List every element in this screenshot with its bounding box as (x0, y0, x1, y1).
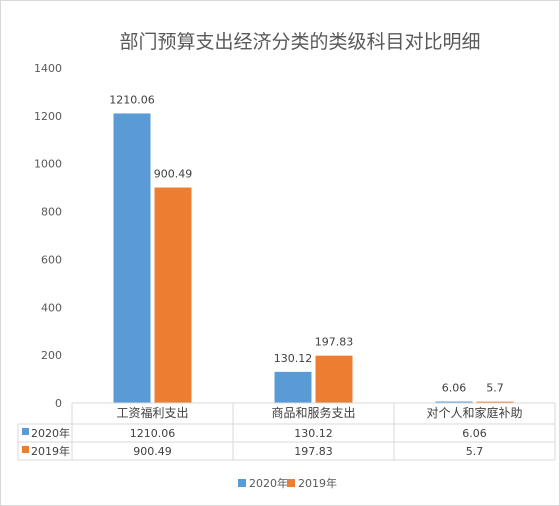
legend-key (287, 479, 295, 487)
data-label: 5.7 (486, 382, 504, 395)
bar (154, 187, 192, 403)
y-tick-label: 1200 (34, 110, 62, 123)
category-label: 商品和服务支出 (271, 405, 355, 420)
data-label: 1210.06 (109, 93, 155, 106)
category-label: 对个人和家庭补助 (426, 405, 522, 420)
y-tick-label: 1400 (34, 62, 62, 75)
y-tick-label: 400 (41, 301, 62, 314)
category-label: 工资福利支出 (116, 405, 188, 420)
data-label: 197.83 (315, 336, 354, 349)
table-series-name: 2020年 (31, 426, 70, 440)
table-cell: 197.83 (294, 445, 333, 458)
data-label: 6.06 (442, 382, 467, 395)
y-axis: 0 200 400 600 800 1000 1200 1400 (34, 62, 62, 410)
table-series-name: 2019年 (31, 444, 70, 458)
data-label: 130.12 (274, 352, 313, 365)
table-cell: 6.06 (462, 427, 487, 440)
legend: 2020年 2019年 (238, 476, 337, 490)
legend-label: 2019年 (298, 476, 337, 490)
table-cell: 900.49 (133, 445, 172, 458)
table-legend-key (22, 428, 29, 435)
bar-group: 1210.06 130.12 6.06 900.49 197.83 5.7 (109, 93, 514, 404)
y-tick-label: 600 (41, 253, 62, 266)
table-cell: 1210.06 (130, 427, 176, 440)
table-cell: 5.7 (466, 445, 484, 458)
y-tick-label: 200 (41, 349, 62, 362)
legend-key (238, 479, 246, 487)
chart-title: 部门预算支出经济分类的类级科目对比明细 (119, 31, 480, 53)
bar (274, 371, 312, 403)
data-table: 工资福利支出 商品和服务支出 对个人和家庭补助 2020年 1210.06 130.12 6… (17, 402, 556, 461)
data-label: 900.49 (154, 168, 193, 181)
table-legend-key (22, 446, 29, 453)
bar (315, 355, 353, 403)
bar (113, 113, 151, 404)
table-cell: 130.12 (294, 427, 333, 440)
y-tick-label: 1000 (34, 158, 62, 171)
bar (435, 401, 473, 403)
y-tick-label: 0 (55, 397, 62, 410)
bar (476, 401, 514, 403)
y-tick-label: 800 (41, 206, 62, 219)
legend-label: 2020年 (249, 476, 288, 490)
